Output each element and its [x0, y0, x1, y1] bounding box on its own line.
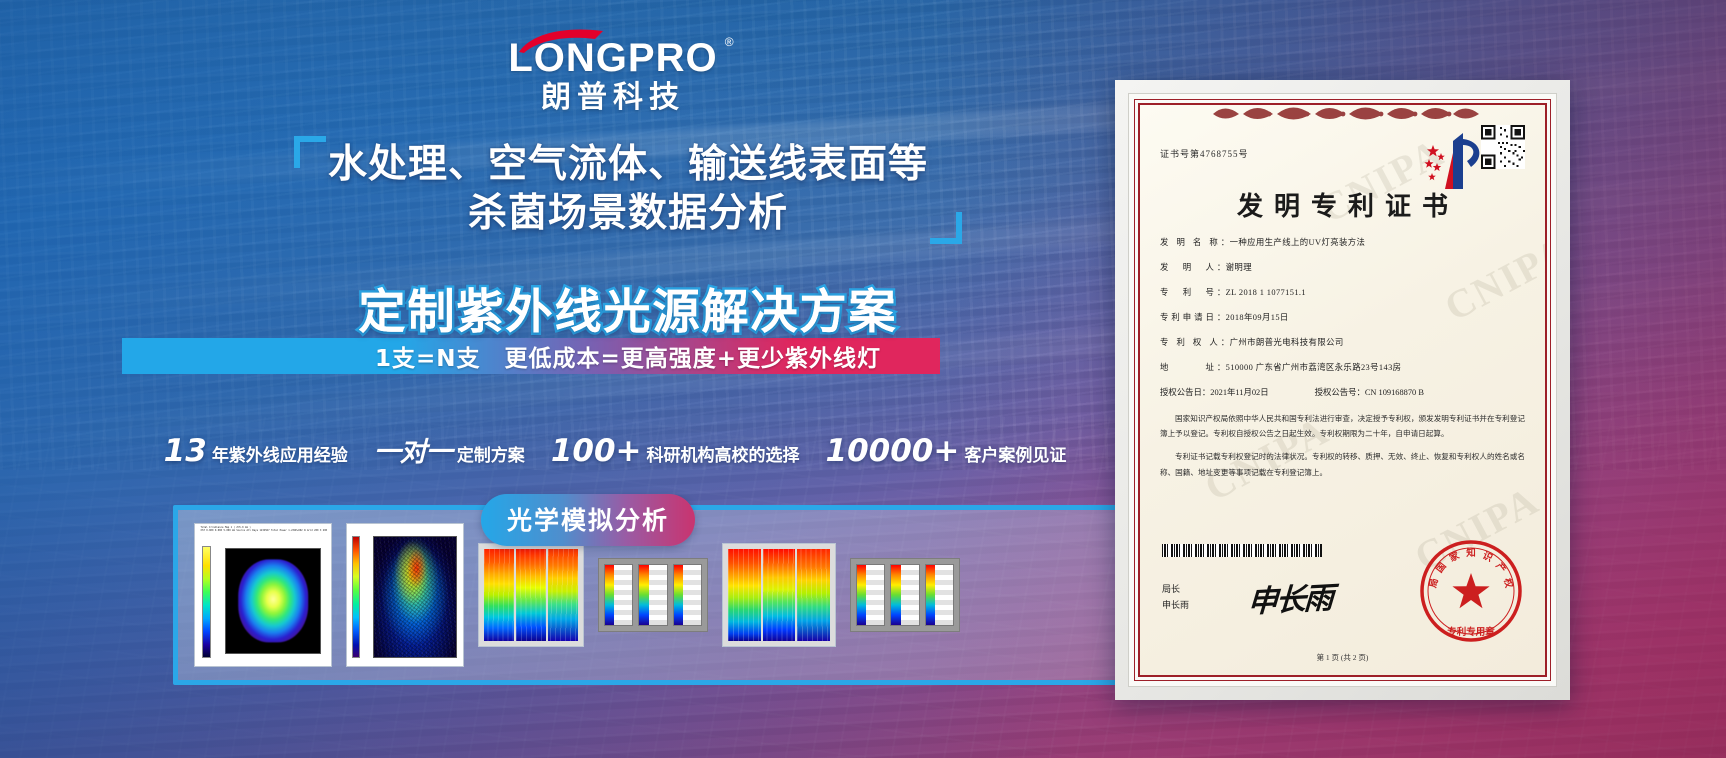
subtitle-text: 1支=N支 更低成本=更高强度+更少紫外线灯: [374, 346, 882, 372]
certificate-barcode: [1162, 544, 1322, 557]
svg-text:专利专用章: 专利专用章: [1447, 626, 1495, 638]
certificate-field-value: 谢明理: [1225, 263, 1252, 272]
sim-image-surface-heatmap-a: [478, 543, 584, 647]
sim-colorbar: [202, 546, 211, 658]
sim-plot-area: [225, 548, 321, 654]
simulation-images-row: Total Irradiance Map 1 ( Z=5.0 mm ) XYZ 0…: [188, 522, 1246, 668]
certificate-field-key: 发 明 名 称: [1160, 238, 1221, 247]
certificate-field-value: 2018年09月15日: [1225, 313, 1289, 322]
sim-colorbar: [352, 536, 360, 658]
svg-text:局: 局: [1428, 577, 1441, 589]
certificate-frame: CNIPA CNIPA CNIPA CNIPA: [1128, 93, 1557, 687]
subtitle-gradient-bar: [122, 338, 940, 374]
certificate-field-row: 发 明 人：谢明理: [1160, 263, 1252, 272]
stat-number: 13: [163, 433, 207, 469]
certificate-signature: 申长雨: [1247, 581, 1333, 620]
sim-heat-column: [728, 549, 761, 641]
sim-image-irradiance-contour-plot: Total Irradiance Map 1 ( Z=5.0 mm ) XYZ 0…: [194, 523, 332, 667]
certificate-field-row: 发 明 名 称：一种应用生产线上的UV灯亮装方法: [1160, 238, 1366, 247]
svg-text:产: 产: [1493, 560, 1509, 575]
certificate-page-number: 第 1 页 (共 2 页): [1316, 653, 1369, 662]
svg-text:知: 知: [1465, 547, 1476, 559]
sim-heat-column: [762, 549, 796, 641]
sim-heat-column: [516, 549, 546, 641]
logo-wordmark-row: LONGPRO ®: [508, 29, 734, 80]
certificate-field-value: 510000 广东省广州市荔湾区永乐路23号143房: [1225, 363, 1402, 372]
certificate-title: 发明专利证书: [1236, 192, 1459, 221]
certificate-grant-date: 授权公告日：2021年11月02日: [1160, 388, 1269, 397]
stat-number: 10000+: [825, 433, 960, 469]
stat-item: 10000+ 客户案例见证: [826, 433, 1067, 469]
headline-line-2: 杀菌场景数据分析: [467, 191, 788, 237]
certificate-field-key: 专利申请日: [1160, 313, 1217, 322]
company-logo: LONGPRO ® 朗普科技: [488, 29, 738, 115]
certificate-field-row: 地 址：510000 广东省广州市荔湾区永乐路23号143房: [1160, 363, 1402, 372]
certificate-field-key: 专 利 权 人: [1160, 338, 1221, 347]
stat-item: 13 年紫外线应用经验: [164, 433, 348, 469]
certificate-director-name: 申长雨: [1162, 599, 1190, 610]
stat-item: 一对一 定制方案: [374, 430, 525, 469]
certificate-grant-number: 授权公告号：CN 109168870 B: [1314, 388, 1424, 397]
bracket-bottom-right-icon: [930, 212, 962, 245]
sim-plot-area: [373, 536, 457, 658]
certificate-body-paragraph-1: 国家知识产权局依照中华人民共和国专利法进行审查，决定授予专利权，颁发发明专利证书…: [1160, 414, 1525, 439]
certificate-qr-code: [1481, 125, 1525, 169]
certificate-body-paragraph-2: 专利证书记载专利权登记时的法律状况。专利权的转移、质押、无效、终止、恢复和专利权…: [1160, 452, 1525, 477]
svg-text:权: 权: [1501, 576, 1515, 589]
headline-line-1: 水处理、空气流体、输送线表面等: [327, 142, 928, 187]
simulation-panel: Total Irradiance Map 1 ( Z=5.0 mm ) XYZ 0…: [173, 505, 1261, 685]
certificate-director-block: 局长 申长雨: [1162, 582, 1189, 613]
sim-heat-column: [548, 549, 578, 641]
certificate-grant-row: 授权公告日：2021年11月02日 授权公告号：CN 109168870 B: [1160, 386, 1525, 398]
patent-certificate: CNIPA CNIPA CNIPA CNIPA: [1115, 80, 1570, 700]
certificate-director-label: 局长: [1162, 584, 1181, 595]
certificate-field-row: 专利申请日：2018年09月15日: [1160, 313, 1289, 322]
certificate-number: 证书号第4768755号: [1160, 149, 1249, 159]
sim-heat-column: [797, 549, 831, 641]
headline-block: 水处理、空气流体、输送线表面等 杀菌场景数据分析: [294, 136, 962, 245]
certificate-field-value: 广州市朗普光电科技有限公司: [1229, 338, 1344, 347]
logo-chinese-name: 朗普科技: [541, 80, 685, 115]
bracket-top-left-icon: [294, 136, 326, 168]
certificate-field-value: 一种应用生产线上的UV灯亮装方法: [1229, 238, 1366, 247]
certificate-ornament-icon: [1212, 107, 1479, 120]
sim-heat-column: [484, 549, 514, 641]
sim-image-legend-strip-group-a: [598, 558, 708, 632]
logo-registered-icon: ®: [724, 35, 734, 49]
sim-image-legend-strip-group-b: [850, 558, 960, 632]
stat-label: 科研机构高校的选择: [646, 446, 800, 466]
stat-number: 100+: [550, 433, 642, 469]
main-title-stroke: 定制紫外线光源解决方案: [356, 285, 898, 340]
certificate-field-row: 专 利 权 人：广州市朗普光电科技有限公司: [1160, 338, 1344, 347]
certificate-field-key: 地 址: [1160, 363, 1217, 372]
svg-text:家: 家: [1447, 549, 1461, 564]
svg-text:识: 识: [1481, 549, 1495, 564]
svg-text:国: 国: [1434, 561, 1449, 575]
certificate-field-value: ZL 2018 1 1077151.1: [1225, 288, 1306, 297]
cnipa-emblem-icon: [1424, 133, 1480, 189]
stat-label: 客户案例见证: [964, 446, 1067, 466]
stat-label: 定制方案: [456, 446, 525, 466]
certificate-field-key: 发 明 人: [1160, 263, 1217, 272]
stat-number: 一对一: [373, 437, 453, 468]
certificate-field-key: 专 利 号: [1160, 288, 1217, 297]
certificate-field-row: 专 利 号：ZL 2018 1 1077151.1: [1160, 288, 1306, 297]
certificate-official-seal: 国 家 知 识 产 权 局 专利专用章: [1420, 540, 1522, 642]
sim-plot-header-text: Total Irradiance Map 1 ( Z=5.0 mm ) XYZ 0…: [200, 526, 328, 533]
certificate-page: CNIPA CNIPA CNIPA CNIPA: [1134, 99, 1551, 681]
sim-image-surface-heatmap-b: [722, 543, 836, 647]
logo-text: LONGPRO: [508, 36, 718, 80]
optical-simulation-badge: 光学模拟分析: [481, 494, 696, 546]
stat-label: 年紫外线应用经验: [211, 446, 348, 466]
stats-row: 13 年紫外线应用经验 一对一 定制方案 100+ 科研机构高校的选择 1000…: [110, 430, 1120, 470]
stat-item: 100+ 科研机构高校的选择: [551, 433, 800, 469]
sim-image-scatter-density-plot: [346, 523, 464, 667]
